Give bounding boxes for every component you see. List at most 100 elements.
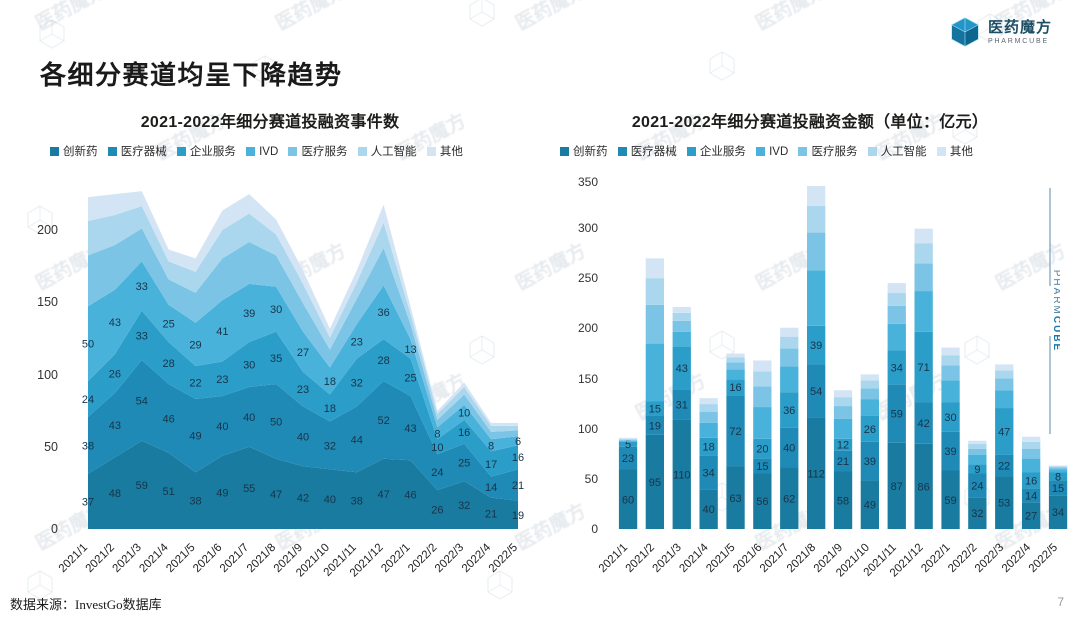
- svg-text:13: 13: [404, 344, 416, 356]
- svg-text:2021/5: 2021/5: [164, 542, 197, 575]
- svg-text:16: 16: [1025, 475, 1037, 487]
- svg-text:22: 22: [189, 377, 201, 389]
- svg-text:23: 23: [297, 384, 309, 396]
- svg-text:33: 33: [136, 281, 148, 293]
- svg-text:40: 40: [783, 443, 795, 455]
- svg-text:40: 40: [702, 504, 714, 516]
- svg-text:2021/6: 2021/6: [191, 542, 224, 575]
- svg-text:25: 25: [458, 457, 470, 469]
- svg-text:43: 43: [109, 317, 121, 329]
- svg-text:24: 24: [431, 467, 443, 479]
- svg-text:10: 10: [458, 407, 470, 419]
- svg-text:29: 29: [189, 339, 201, 351]
- svg-text:2021/1: 2021/1: [57, 542, 90, 575]
- svg-text:2022/3: 2022/3: [973, 542, 1006, 575]
- svg-text:63: 63: [729, 493, 741, 505]
- svg-text:34: 34: [891, 362, 903, 374]
- svg-text:53: 53: [998, 498, 1010, 510]
- svg-text:51: 51: [162, 486, 174, 498]
- svg-text:37: 37: [82, 496, 94, 508]
- svg-text:12: 12: [837, 440, 849, 452]
- svg-text:350: 350: [578, 175, 598, 189]
- svg-text:16: 16: [512, 452, 524, 464]
- svg-text:9: 9: [974, 464, 980, 476]
- svg-text:23: 23: [216, 374, 228, 386]
- svg-text:2021/3: 2021/3: [651, 542, 684, 575]
- svg-text:18: 18: [702, 442, 714, 454]
- svg-text:14: 14: [485, 482, 497, 494]
- svg-text:36: 36: [377, 307, 389, 319]
- svg-text:42: 42: [917, 418, 929, 430]
- svg-text:30: 30: [243, 360, 255, 372]
- svg-text:6: 6: [515, 436, 521, 448]
- svg-text:2021/3: 2021/3: [111, 542, 144, 575]
- svg-text:47: 47: [270, 489, 282, 501]
- svg-text:43: 43: [676, 363, 688, 375]
- svg-text:200: 200: [37, 223, 58, 237]
- svg-text:39: 39: [944, 446, 956, 458]
- svg-text:59: 59: [136, 480, 148, 492]
- svg-text:87: 87: [891, 481, 903, 493]
- svg-text:2022/5: 2022/5: [1027, 542, 1060, 575]
- svg-text:200: 200: [578, 321, 598, 335]
- svg-text:30: 30: [944, 412, 956, 424]
- svg-text:40: 40: [297, 431, 309, 443]
- svg-text:39: 39: [810, 340, 822, 352]
- svg-text:250: 250: [578, 271, 598, 285]
- svg-text:2021/6: 2021/6: [731, 542, 764, 575]
- svg-text:21: 21: [837, 456, 849, 468]
- svg-text:33: 33: [136, 330, 148, 342]
- svg-text:62: 62: [783, 493, 795, 505]
- svg-text:25: 25: [162, 318, 174, 330]
- svg-text:8: 8: [488, 440, 494, 452]
- svg-text:49: 49: [216, 487, 228, 499]
- svg-text:34: 34: [702, 467, 714, 479]
- svg-text:100: 100: [37, 368, 58, 382]
- svg-text:2022/1: 2022/1: [919, 542, 952, 575]
- svg-text:2022/4: 2022/4: [1000, 541, 1034, 575]
- svg-text:8: 8: [1055, 471, 1061, 483]
- svg-text:2021/8: 2021/8: [245, 542, 278, 575]
- svg-text:56: 56: [756, 496, 768, 508]
- svg-text:72: 72: [729, 426, 741, 438]
- svg-text:40: 40: [243, 412, 255, 424]
- svg-text:112: 112: [807, 468, 825, 480]
- svg-text:15: 15: [756, 461, 768, 473]
- svg-text:50: 50: [82, 339, 94, 351]
- svg-text:46: 46: [404, 490, 416, 502]
- svg-text:17: 17: [485, 459, 497, 471]
- svg-text:30: 30: [270, 304, 282, 316]
- svg-text:18: 18: [324, 376, 336, 388]
- svg-text:44: 44: [351, 434, 363, 446]
- svg-text:2022/4: 2022/4: [460, 541, 494, 575]
- svg-text:2022/5: 2022/5: [487, 542, 520, 575]
- svg-text:300: 300: [578, 221, 598, 235]
- svg-text:54: 54: [810, 386, 822, 398]
- svg-text:2021/2: 2021/2: [84, 542, 117, 575]
- svg-text:32: 32: [351, 377, 363, 389]
- svg-text:50: 50: [44, 440, 58, 454]
- svg-text:59: 59: [944, 495, 956, 507]
- svg-text:14: 14: [1025, 490, 1037, 502]
- svg-text:54: 54: [136, 395, 148, 407]
- svg-text:2021/4: 2021/4: [137, 541, 171, 575]
- svg-text:16: 16: [729, 382, 741, 394]
- svg-text:24: 24: [82, 394, 94, 406]
- svg-text:21: 21: [512, 480, 524, 492]
- svg-text:34: 34: [1052, 507, 1064, 519]
- svg-text:55: 55: [243, 483, 255, 495]
- svg-text:47: 47: [377, 489, 389, 501]
- svg-text:0: 0: [51, 522, 58, 536]
- svg-text:26: 26: [109, 369, 121, 381]
- svg-text:31: 31: [676, 400, 688, 412]
- svg-text:71: 71: [917, 362, 929, 374]
- svg-text:20: 20: [756, 444, 768, 456]
- svg-text:27: 27: [297, 347, 309, 359]
- svg-text:86: 86: [917, 481, 929, 493]
- svg-text:50: 50: [585, 472, 599, 486]
- svg-text:32: 32: [971, 508, 983, 520]
- svg-text:10: 10: [431, 442, 443, 454]
- svg-text:19: 19: [649, 420, 661, 432]
- svg-text:42: 42: [297, 493, 309, 505]
- svg-text:46: 46: [162, 413, 174, 425]
